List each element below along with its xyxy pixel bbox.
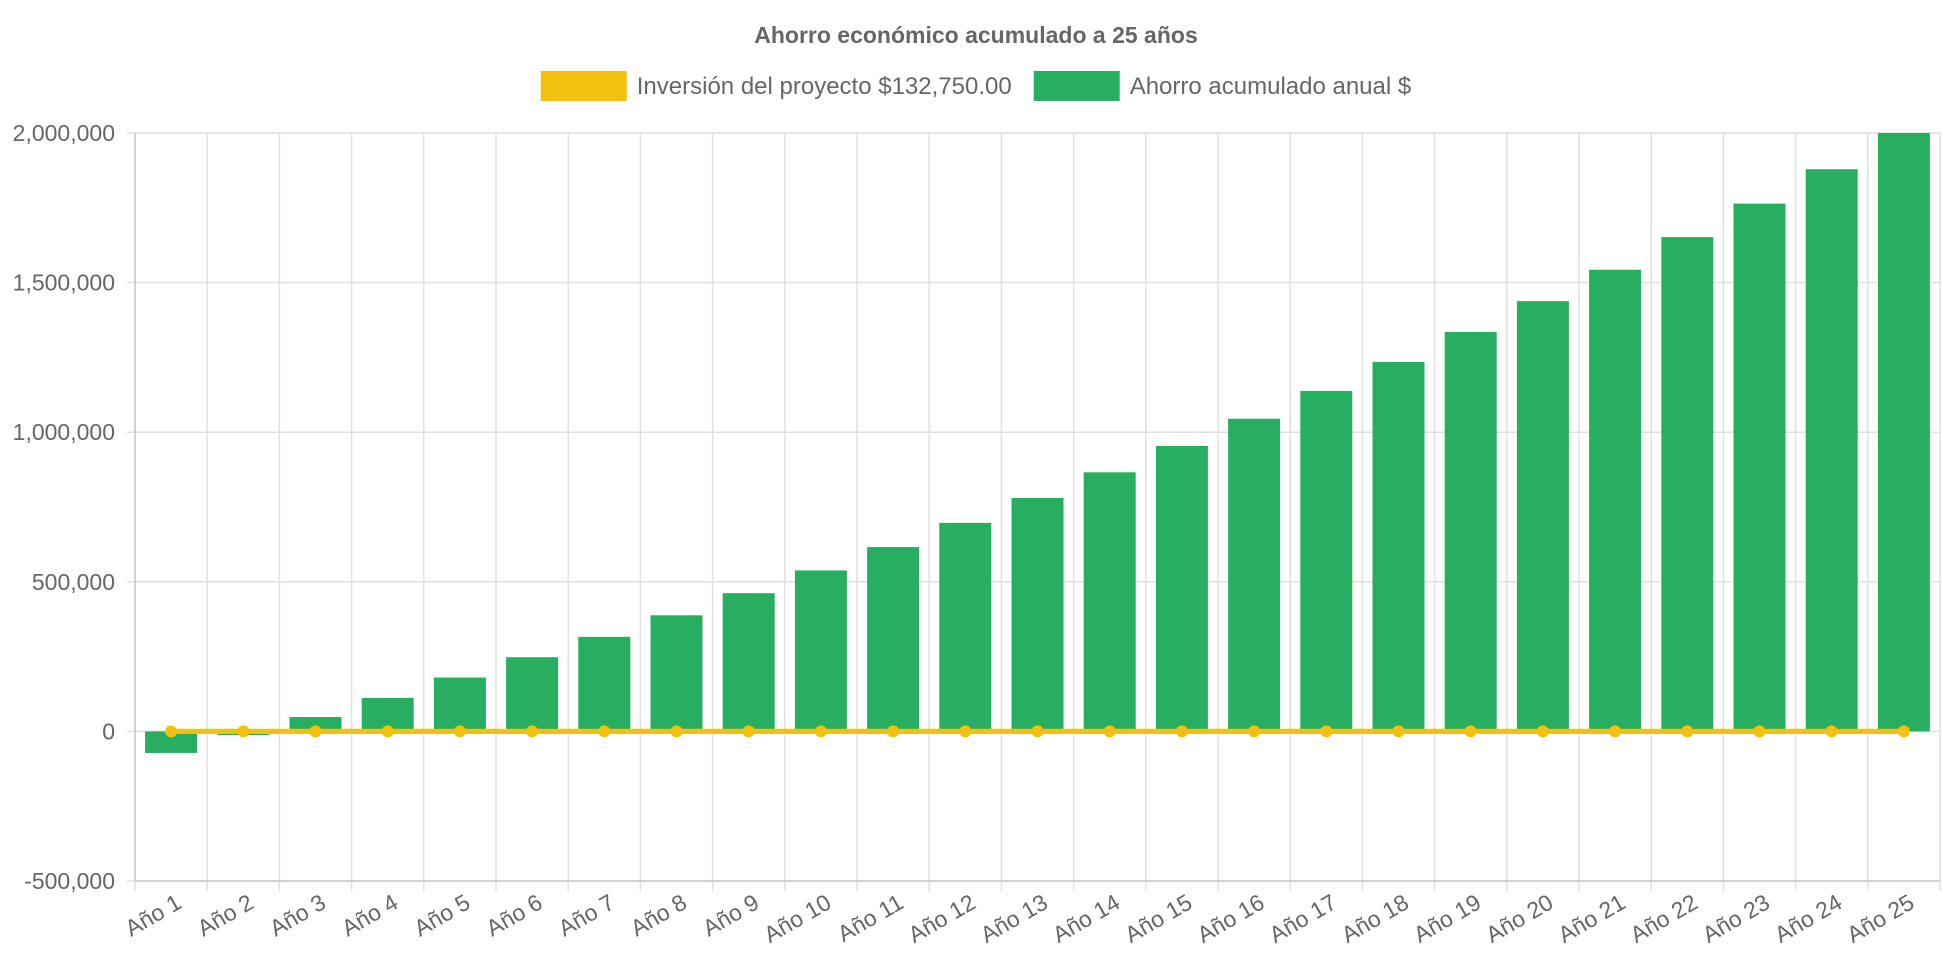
y-tick-label: 0 bbox=[102, 718, 115, 744]
bar bbox=[578, 636, 631, 732]
bar bbox=[867, 547, 920, 732]
line-point bbox=[1825, 725, 1838, 738]
legend-label: Ahorro acumulado anual $ bbox=[1130, 73, 1412, 100]
line-point bbox=[1103, 725, 1116, 738]
line-point bbox=[670, 725, 683, 738]
y-tick-label: 2,000,000 bbox=[13, 120, 115, 146]
x-tick-label: Año 17 bbox=[1265, 889, 1341, 948]
legend-swatch bbox=[540, 71, 627, 101]
bar bbox=[145, 731, 198, 753]
line-series bbox=[165, 725, 1910, 738]
x-tick-label: Año 7 bbox=[554, 889, 619, 942]
x-tick-label: Año 9 bbox=[698, 889, 763, 942]
line-point bbox=[1031, 725, 1044, 738]
line-point bbox=[959, 725, 972, 738]
bar bbox=[1228, 418, 1281, 732]
bar bbox=[1011, 498, 1064, 732]
bar bbox=[1083, 472, 1136, 732]
line-point bbox=[1392, 725, 1405, 738]
line-point bbox=[887, 725, 900, 738]
bar bbox=[1372, 361, 1425, 732]
legend-label: Inversión del proyecto $132,750.00 bbox=[637, 73, 1012, 100]
x-tick-label: Año 2 bbox=[193, 889, 258, 942]
x-tick-label: Año 4 bbox=[337, 889, 402, 942]
bar bbox=[650, 615, 703, 732]
y-tick-label: 500,000 bbox=[32, 569, 115, 595]
x-tick-label: Año 6 bbox=[482, 889, 547, 942]
grid bbox=[127, 132, 1941, 891]
bar bbox=[433, 677, 486, 732]
x-tick-label: Año 8 bbox=[626, 889, 691, 942]
x-tick-label: Año 12 bbox=[904, 889, 980, 948]
line-point bbox=[1320, 725, 1333, 738]
x-tick-label: Año 5 bbox=[409, 889, 474, 942]
line-point bbox=[598, 725, 611, 738]
x-tick-label: Año 21 bbox=[1553, 889, 1629, 948]
line-point bbox=[526, 725, 539, 738]
line-point bbox=[165, 725, 178, 738]
x-tick-label: Año 15 bbox=[1120, 889, 1196, 948]
x-tick-label: Año 10 bbox=[759, 889, 835, 948]
bar bbox=[794, 570, 847, 732]
bar bbox=[1661, 237, 1714, 732]
line-point bbox=[814, 725, 827, 738]
bar bbox=[722, 593, 775, 732]
bar bbox=[939, 522, 992, 732]
legend-swatch bbox=[1033, 71, 1120, 101]
x-tick-label: Año 19 bbox=[1409, 889, 1485, 948]
x-tick-label: Año 23 bbox=[1698, 889, 1774, 948]
x-tick-label: Año 14 bbox=[1048, 889, 1124, 948]
line-point bbox=[381, 725, 394, 738]
y-tick-label: 1,000,000 bbox=[13, 419, 115, 445]
x-tick-label: Año 24 bbox=[1770, 889, 1846, 948]
bar bbox=[1155, 445, 1208, 732]
line-point bbox=[309, 725, 322, 738]
x-tick-label: Año 3 bbox=[265, 889, 330, 942]
y-tick-label: -500,000 bbox=[24, 868, 115, 894]
bar bbox=[1877, 133, 1930, 732]
y-tick-label: 1,500,000 bbox=[13, 270, 115, 296]
bar bbox=[1805, 169, 1858, 732]
bar-series bbox=[145, 133, 1930, 753]
bar bbox=[1300, 390, 1353, 732]
line-point bbox=[1681, 725, 1694, 738]
bar bbox=[1516, 301, 1569, 732]
bar bbox=[1444, 331, 1497, 732]
legend: Inversión del proyecto $132,750.00 Ahorro… bbox=[540, 71, 1412, 101]
line-point bbox=[1536, 725, 1549, 738]
x-tick-label: Año 22 bbox=[1626, 889, 1702, 948]
bar bbox=[1589, 269, 1642, 732]
line-point bbox=[453, 725, 466, 738]
line-point bbox=[1464, 725, 1477, 738]
line-point bbox=[1248, 725, 1261, 738]
x-tick-label: Año 25 bbox=[1842, 889, 1918, 948]
line-point bbox=[742, 725, 755, 738]
line-point bbox=[1753, 725, 1766, 738]
bar bbox=[289, 717, 342, 732]
chart-title: Ahorro económico acumulado a 25 años bbox=[754, 22, 1198, 48]
x-tick-label: Año 18 bbox=[1337, 889, 1413, 948]
line-point bbox=[237, 725, 250, 738]
x-axis: Año 1 Año 2 Año 3 Año 4 Año 5 Año 6 Año 7 Año 8… bbox=[121, 889, 1919, 948]
bar bbox=[1733, 203, 1786, 732]
bar bbox=[506, 657, 559, 732]
x-tick-label: Año 1 bbox=[121, 889, 186, 942]
x-tick-label: Año 11 bbox=[833, 889, 908, 947]
x-tick-label: Año 13 bbox=[976, 889, 1052, 948]
line-point bbox=[1897, 725, 1910, 738]
x-tick-label: Año 16 bbox=[1192, 889, 1268, 948]
y-axis: -500,000 0 500,000 1,000,000 1,500,000 2,000,… bbox=[13, 120, 1940, 894]
line-point bbox=[1609, 725, 1622, 738]
x-tick-label: Año 20 bbox=[1481, 889, 1557, 948]
line-point bbox=[1175, 725, 1188, 738]
